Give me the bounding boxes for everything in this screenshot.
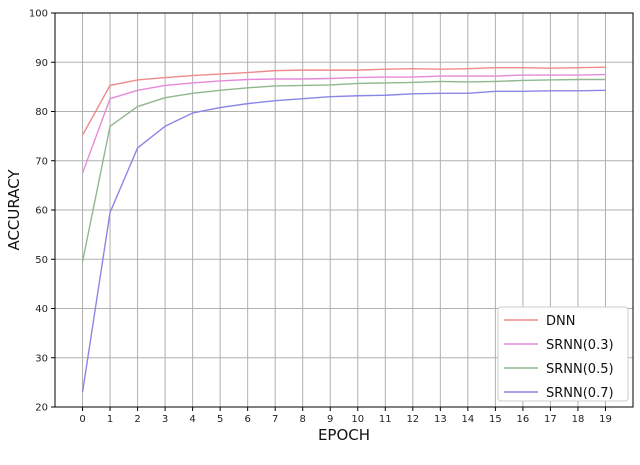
- y-axis-ticks: 20 30 40 50 60 70 80 90 100: [29, 9, 55, 414]
- x-tick-label: 10: [351, 414, 364, 425]
- x-tick-label: 16: [517, 414, 530, 425]
- y-tick-label: 70: [35, 156, 48, 167]
- y-tick-label: 90: [35, 58, 48, 69]
- x-tick-label: 8: [300, 414, 306, 425]
- series-line-srnn-0-5: [81, 78, 606, 262]
- y-tick-label: 60: [35, 206, 48, 217]
- y-tick-label: 30: [35, 353, 48, 364]
- x-tick-label: 3: [162, 414, 168, 425]
- legend-label: SRNN(0.7): [546, 386, 614, 401]
- x-tick-label: 13: [434, 414, 447, 425]
- y-tick-label: 40: [35, 304, 48, 315]
- x-tick-label: 9: [327, 414, 333, 425]
- x-tick-label: 11: [379, 414, 392, 425]
- legend-label: DNN: [546, 314, 575, 329]
- x-tick-label: 18: [572, 414, 585, 425]
- series-line-dnn: [81, 66, 606, 136]
- x-tick-label: 14: [461, 414, 474, 425]
- y-tick-label: 20: [35, 403, 48, 414]
- legend-label: SRNN(0.5): [546, 362, 614, 377]
- y-tick-label: 50: [35, 255, 48, 266]
- x-tick-label: 19: [599, 414, 612, 425]
- x-tick-label: 15: [489, 414, 502, 425]
- x-tick-label: 12: [406, 414, 419, 425]
- x-tick-label: 4: [189, 414, 195, 425]
- x-tick-label: 17: [544, 414, 557, 425]
- x-tick-label: 5: [217, 414, 223, 425]
- series-line-srnn-0-7: [81, 89, 606, 393]
- series-lines: [81, 66, 606, 393]
- x-tick-label: 6: [244, 414, 250, 425]
- legend: DNN SRNN(0.3) SRNN(0.5) SRNN(0.7): [497, 306, 629, 402]
- series-line-srnn-0-3: [81, 73, 606, 174]
- legend-label: SRNN(0.3): [546, 338, 614, 353]
- y-tick-label: 100: [29, 9, 48, 20]
- legend-box: [497, 306, 629, 402]
- x-axis-title: EPOCH: [318, 426, 370, 444]
- x-tick-label: 1: [107, 414, 113, 425]
- x-axis-ticks: 0 1 2 3 4 5 6 7 8 9 10 11 12 13 14 15 16 17 18 19: [79, 407, 612, 425]
- x-tick-label: 2: [134, 414, 140, 425]
- x-tick-label: 0: [79, 414, 85, 425]
- y-tick-label: 80: [35, 107, 48, 118]
- y-axis-title: ACCURACY: [5, 169, 23, 251]
- x-tick-label: 7: [272, 414, 278, 425]
